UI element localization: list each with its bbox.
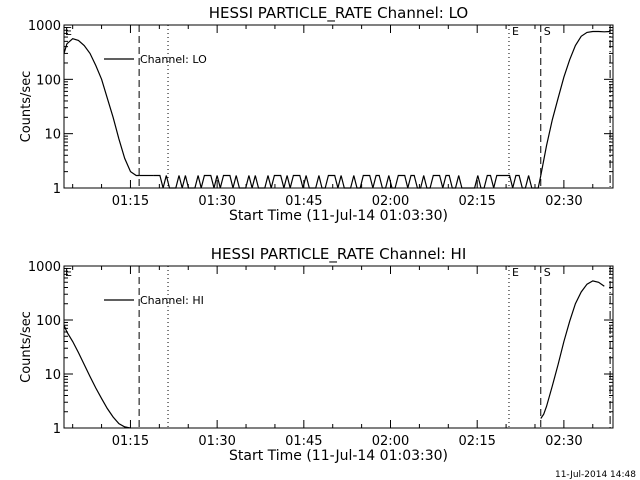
marker-label: E bbox=[512, 266, 519, 279]
x-tick-label: 02:15 bbox=[458, 434, 495, 449]
plot-frame bbox=[63, 265, 614, 429]
marker-label: E bbox=[512, 25, 519, 38]
x-tick-label: 01:30 bbox=[198, 434, 235, 449]
series-flicker bbox=[153, 174, 542, 189]
x-tick-label: 02:30 bbox=[545, 194, 582, 209]
x-tick-label: 01:15 bbox=[112, 434, 149, 449]
series-line bbox=[540, 30, 611, 176]
x-tick-label: 02:00 bbox=[372, 194, 409, 209]
x-tick-label: 01:45 bbox=[285, 194, 322, 209]
marker-label: S bbox=[544, 266, 551, 279]
y-tick-label: 1 bbox=[53, 422, 61, 437]
chart-panel-2: HESSI PARTICLE_RATE Channel: HI 1 10 100 100… bbox=[19, 245, 614, 464]
chart-title: HESSI PARTICLE_RATE Channel: LO bbox=[209, 4, 468, 23]
x-tick-label: 01:45 bbox=[285, 434, 322, 449]
chart-title: HESSI PARTICLE_RATE Channel: HI bbox=[211, 245, 467, 264]
x-tick-label: 02:00 bbox=[372, 434, 409, 449]
series-line bbox=[63, 324, 131, 429]
chart-panel-1: HESSI PARTICLE_RATE Channel: LO 1 10 100 100… bbox=[19, 4, 614, 224]
marker-label: S bbox=[544, 25, 551, 38]
x-tick-label: 02:15 bbox=[458, 194, 495, 209]
x-tick-label: 01:15 bbox=[112, 194, 149, 209]
y-axis-label: Counts/sec bbox=[19, 311, 34, 383]
x-tick-label: 02:30 bbox=[545, 434, 582, 449]
series-line bbox=[540, 280, 605, 419]
y-axis-label: Counts/sec bbox=[19, 71, 34, 143]
x-axis-label: Start Time (11-Jul-14 01:03:30) bbox=[229, 208, 448, 224]
series-line bbox=[63, 38, 140, 177]
y-tick-label: 100 bbox=[36, 314, 61, 329]
y-tick-label: 1 bbox=[53, 182, 61, 197]
y-tick-label: 100 bbox=[36, 73, 61, 88]
legend-label: Channel: LO bbox=[140, 53, 207, 66]
legend-label: Channel: HI bbox=[140, 294, 204, 307]
y-tick-label: 10 bbox=[44, 368, 61, 383]
y-tick-label: 1000 bbox=[28, 260, 61, 275]
y-tick-label: 1000 bbox=[28, 19, 61, 34]
footer-timestamp: 11-Jul-2014 14:48 bbox=[555, 470, 636, 480]
plot-frame bbox=[63, 24, 614, 189]
x-axis-label: Start Time (11-Jul-14 01:03:30) bbox=[229, 448, 448, 464]
y-tick-label: 10 bbox=[44, 128, 61, 143]
x-tick-label: 01:30 bbox=[198, 194, 235, 209]
corner-marker-label: E bbox=[65, 25, 72, 38]
corner-marker-label: E bbox=[65, 266, 72, 279]
